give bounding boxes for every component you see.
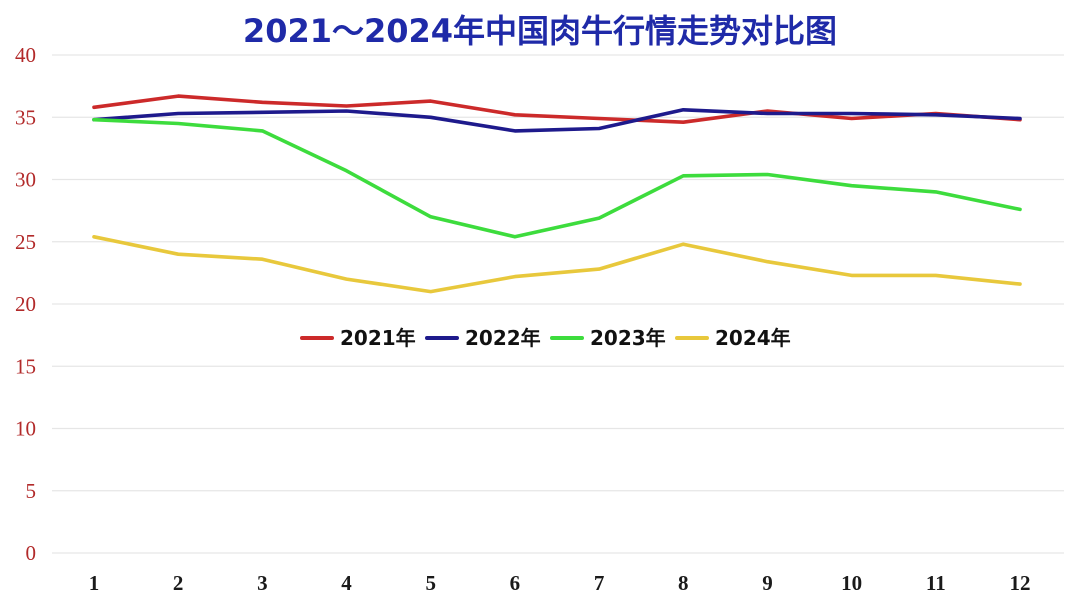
y-axis-ticks: 0 5 10 15 20 25 30 35 40 — [15, 43, 36, 565]
x-tick-label: 5 — [425, 571, 436, 595]
y-tick-label: 15 — [15, 354, 36, 378]
y-tick-label: 25 — [15, 230, 36, 254]
legend-item: 2021年 — [300, 326, 416, 350]
y-tick-label: 20 — [15, 292, 36, 316]
x-tick-label: 2 — [173, 571, 184, 595]
x-tick-label: 12 — [1010, 571, 1031, 595]
y-tick-label: 5 — [26, 479, 37, 503]
x-axis-ticks: 1 2 3 4 5 6 7 8 9 10 11 12 — [89, 571, 1031, 595]
x-tick-label: 6 — [510, 571, 521, 595]
x-tick-label: 10 — [841, 571, 862, 595]
series-line-2 — [92, 108, 1022, 133]
legend-label: 2021年 — [340, 326, 416, 350]
legend-item: 2023年 — [550, 326, 666, 350]
legend-item: 2024年 — [675, 326, 791, 350]
x-tick-label: 9 — [762, 571, 773, 595]
x-tick-label: 7 — [594, 571, 605, 595]
y-tick-label: 10 — [15, 417, 36, 441]
legend: 2021年 2022年 2023年 2024年 — [300, 326, 791, 350]
legend-label: 2023年 — [590, 326, 666, 350]
y-tick-label: 0 — [26, 541, 37, 565]
x-tick-label: 4 — [341, 571, 352, 595]
x-tick-label: 11 — [926, 571, 946, 595]
series-line-3 — [92, 117, 1022, 239]
y-tick-label: 35 — [15, 105, 36, 129]
legend-label: 2024年 — [715, 326, 791, 350]
y-tick-label: 40 — [15, 43, 36, 67]
x-tick-label: 3 — [257, 571, 268, 595]
chart-title: 2021～2024年中国肉牛行情走势对比图 — [243, 12, 837, 50]
series-line-4 — [92, 235, 1022, 294]
series-line-1 — [92, 94, 1022, 124]
legend-item: 2022年 — [425, 326, 541, 350]
series-layer — [92, 94, 1022, 294]
y-tick-label: 30 — [15, 168, 36, 192]
x-tick-label: 1 — [89, 571, 100, 595]
legend-label: 2022年 — [465, 326, 541, 350]
x-tick-label: 8 — [678, 571, 689, 595]
grid-layer — [52, 54, 1064, 554]
